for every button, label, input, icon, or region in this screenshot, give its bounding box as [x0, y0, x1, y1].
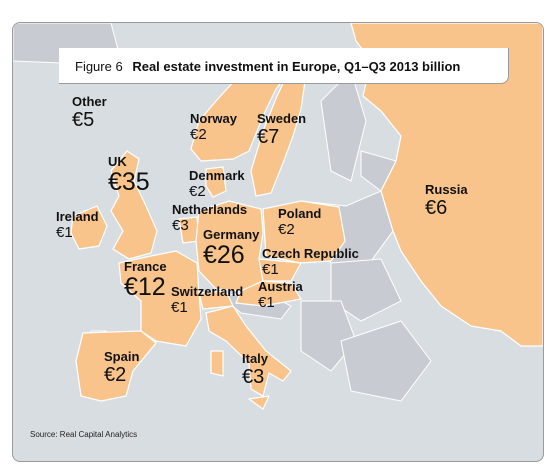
label-germany: Germany €26 [203, 228, 259, 268]
label-name: UK [108, 154, 127, 169]
label-name: France [124, 259, 167, 274]
europe-map [13, 23, 543, 410]
source-note: Source: Real Capital Analytics [30, 430, 138, 439]
austria-shape [235, 280, 302, 307]
label-netherlands: Netherlands €3 [172, 203, 247, 233]
label-name: Poland [278, 206, 322, 221]
label-sweden: Sweden €7 [257, 112, 306, 147]
label-name: Denmark [189, 168, 245, 183]
label-value: €3 [172, 217, 189, 234]
label-value: €1 [262, 261, 279, 278]
label-name: Netherlands [172, 202, 248, 217]
label-name: Italy [242, 351, 269, 366]
label-name: Other [72, 94, 107, 109]
label-value: €5 [72, 109, 95, 131]
uk-shape [110, 150, 158, 260]
spain-shape [75, 330, 157, 402]
label-denmark: Denmark €2 [189, 169, 245, 199]
map-frame: Figure 6 Real estate investment in Europ… [12, 22, 544, 462]
label-poland: Poland €2 [278, 207, 321, 237]
label-value: €2 [278, 221, 295, 238]
label-name: Norway [190, 111, 237, 126]
czech-shape [258, 258, 302, 282]
label-value: €26 [203, 241, 245, 269]
label-value: €1 [171, 299, 188, 316]
other-land [13, 23, 432, 402]
label-value: €2 [104, 364, 127, 386]
label-switzerland: Switzerland €1 [171, 285, 243, 315]
label-value: €1 [56, 224, 73, 241]
figure-title-text: Real estate investment in Europe, Q1–Q3 … [132, 59, 461, 74]
label-name: Russia [425, 182, 468, 197]
label-austria: Austria €1 [258, 280, 303, 310]
label-value: €3 [242, 366, 265, 388]
ireland-shape [70, 205, 108, 250]
label-value: €7 [257, 126, 280, 148]
label-name: Spain [104, 349, 140, 364]
label-ireland: Ireland €1 [56, 210, 99, 240]
france-shape [118, 250, 202, 347]
russia-shape [350, 23, 543, 347]
italy-shape [205, 305, 292, 397]
label-spain: Spain €2 [104, 350, 139, 385]
label-norway: Norway €2 [190, 112, 237, 142]
italy-sardinia [210, 350, 224, 377]
label-value: €35 [108, 168, 150, 196]
poland-shape [262, 200, 346, 264]
label-other: Other €5 [72, 95, 107, 130]
figure-title: Figure 6 Real estate investment in Europ… [59, 48, 509, 84]
label-czech-republic: Czech Republic €1 [262, 247, 359, 277]
label-value: €6 [425, 197, 448, 219]
figure-number: Figure 6 [75, 59, 123, 74]
label-france: France €12 [124, 260, 167, 300]
italy-sicily [248, 395, 270, 410]
label-value: €12 [124, 273, 166, 301]
sweden-shape [250, 62, 306, 197]
label-russia: Russia €6 [425, 183, 468, 218]
label-name: Ireland [56, 209, 99, 224]
label-name: Austria [258, 279, 303, 294]
label-name: Germany [203, 227, 260, 242]
label-value: €1 [258, 294, 275, 311]
label-value: €2 [189, 183, 206, 200]
label-uk: UK €35 [108, 155, 150, 195]
label-value: €2 [190, 126, 207, 143]
label-name: Czech Republic [262, 246, 359, 261]
label-name: Switzerland [171, 284, 244, 299]
label-italy: Italy €3 [242, 352, 268, 387]
label-name: Sweden [257, 111, 307, 126]
denmark-shape [205, 166, 227, 198]
